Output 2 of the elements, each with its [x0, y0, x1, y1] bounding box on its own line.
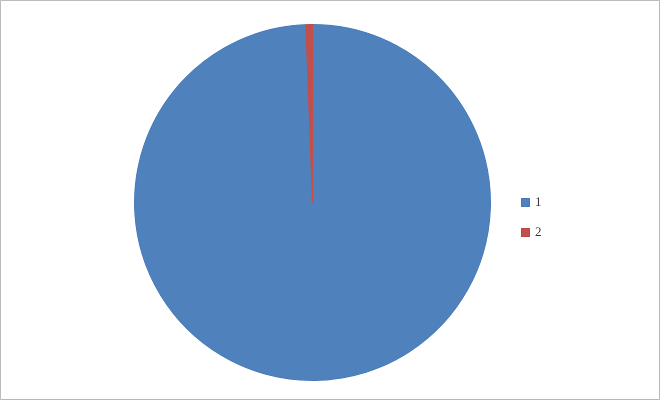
- legend-label: 2: [535, 224, 542, 240]
- legend-label: 1: [535, 194, 542, 210]
